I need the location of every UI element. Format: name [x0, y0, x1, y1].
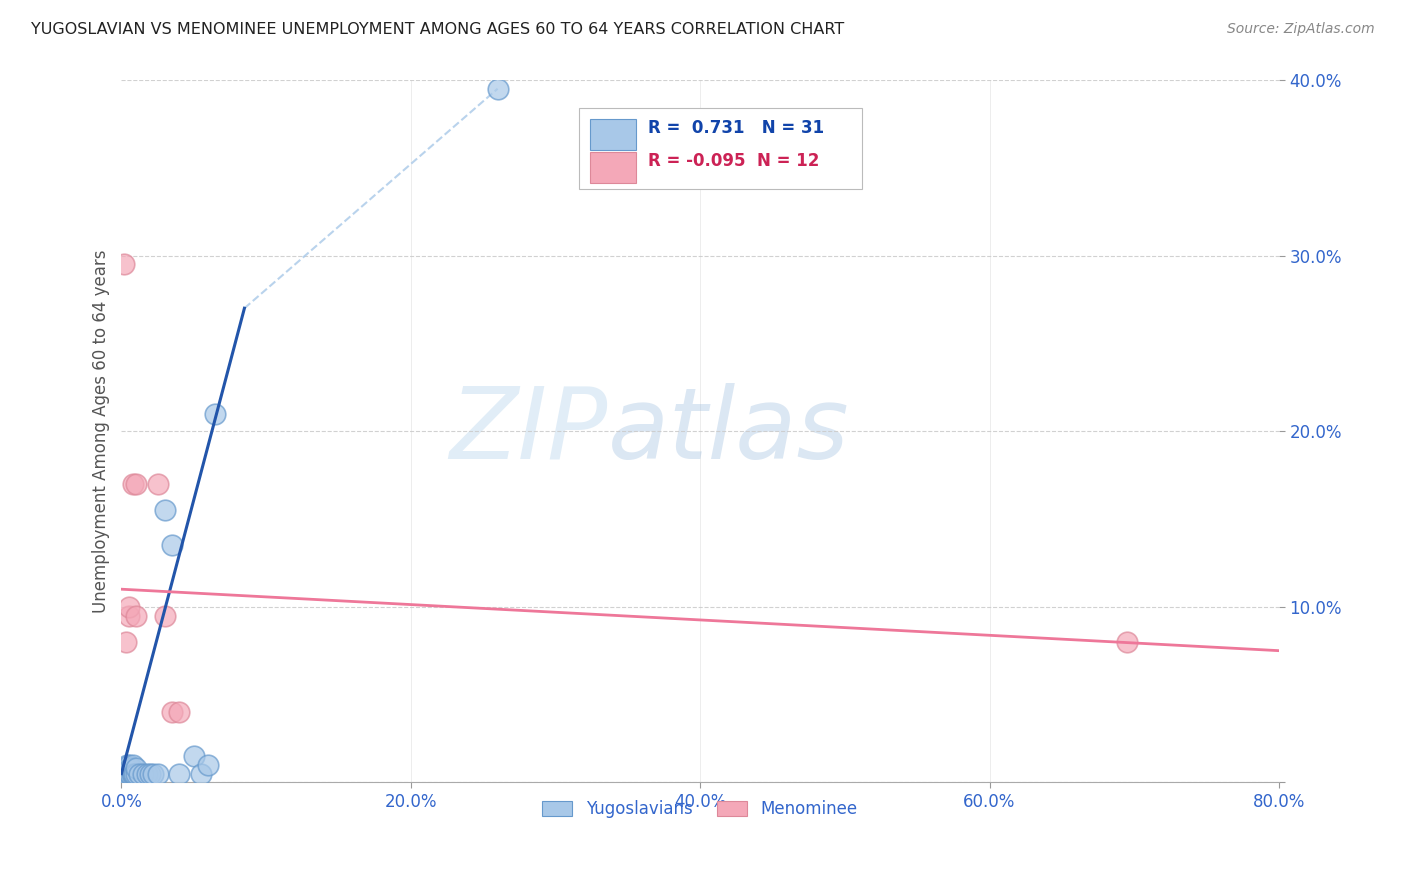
- Point: [169, 766, 191, 780]
- Point: [118, 761, 141, 775]
- Point: [169, 705, 191, 719]
- Point: [153, 503, 176, 517]
- Point: [183, 749, 205, 764]
- Point: [204, 407, 226, 421]
- Point: [142, 766, 165, 780]
- Point: [118, 766, 141, 780]
- Point: [132, 766, 155, 780]
- Point: [146, 766, 169, 780]
- Text: R =  0.731   N = 31: R = 0.731 N = 31: [648, 119, 824, 136]
- Point: [190, 766, 212, 780]
- Point: [153, 608, 176, 623]
- Point: [118, 608, 141, 623]
- Point: [1116, 635, 1139, 649]
- Point: [114, 761, 136, 775]
- Point: [136, 766, 159, 780]
- Point: [197, 757, 219, 772]
- Text: ZIP: ZIP: [450, 383, 607, 480]
- Point: [112, 257, 135, 271]
- Point: [125, 608, 148, 623]
- Text: YUGOSLAVIAN VS MENOMINEE UNEMPLOYMENT AMONG AGES 60 TO 64 YEARS CORRELATION CHAR: YUGOSLAVIAN VS MENOMINEE UNEMPLOYMENT AM…: [31, 22, 844, 37]
- Point: [125, 766, 148, 780]
- Point: [128, 766, 150, 780]
- Legend: Yugoslavians, Menominee: Yugoslavians, Menominee: [536, 793, 865, 824]
- Point: [121, 766, 143, 780]
- Point: [118, 599, 141, 614]
- Text: atlas: atlas: [607, 383, 849, 480]
- FancyBboxPatch shape: [591, 119, 637, 150]
- Point: [160, 705, 183, 719]
- Text: Source: ZipAtlas.com: Source: ZipAtlas.com: [1227, 22, 1375, 37]
- Point: [118, 770, 141, 784]
- Point: [118, 757, 141, 772]
- FancyBboxPatch shape: [579, 108, 862, 189]
- Point: [146, 476, 169, 491]
- Text: R = -0.095  N = 12: R = -0.095 N = 12: [648, 153, 820, 170]
- Point: [120, 761, 142, 775]
- Point: [160, 538, 183, 552]
- Point: [115, 766, 138, 780]
- Point: [115, 757, 138, 772]
- Point: [124, 766, 146, 780]
- Point: [125, 761, 148, 775]
- Point: [121, 761, 143, 775]
- Point: [125, 476, 148, 491]
- FancyBboxPatch shape: [591, 152, 637, 183]
- Y-axis label: Unemployment Among Ages 60 to 64 years: Unemployment Among Ages 60 to 64 years: [93, 250, 110, 613]
- Point: [114, 766, 136, 780]
- Point: [122, 766, 145, 780]
- Point: [486, 82, 509, 96]
- Point: [114, 635, 136, 649]
- Point: [120, 766, 142, 780]
- Point: [122, 476, 145, 491]
- Point: [122, 757, 145, 772]
- Point: [139, 766, 162, 780]
